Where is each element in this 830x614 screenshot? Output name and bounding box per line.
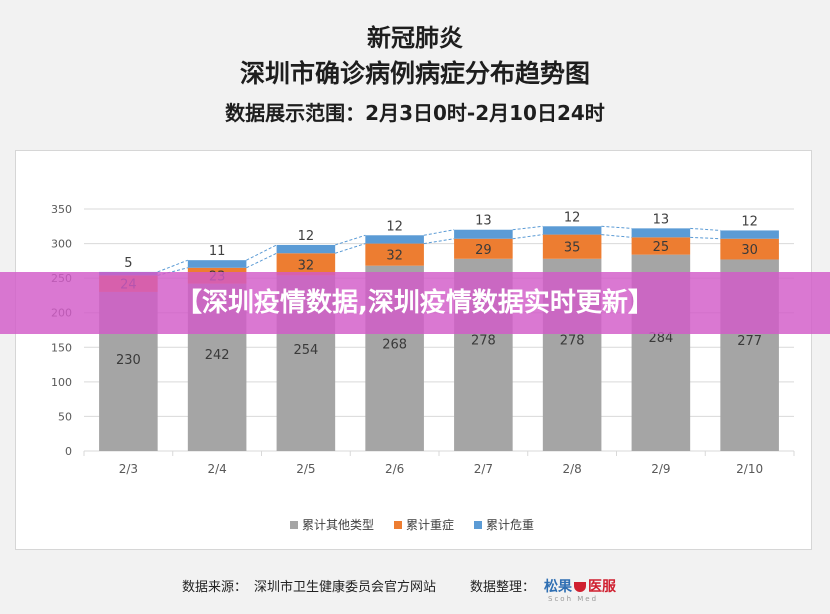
bar-segment-severe — [720, 238, 779, 260]
data-label-other: 278 — [471, 334, 496, 349]
bar-segment-severe — [365, 243, 424, 266]
connector-line-top — [335, 234, 366, 246]
bar-segment-critical — [187, 260, 247, 268]
x-tick-label: 2/5 — [296, 462, 315, 476]
data-label-severe: 35 — [564, 241, 581, 256]
data-label-other: 268 — [382, 338, 407, 353]
bar-segment-critical — [631, 228, 691, 238]
y-tick-label: 300 — [51, 238, 72, 251]
connector-line-top — [512, 225, 543, 231]
y-tick-label: 350 — [51, 203, 72, 216]
bar-segment-severe — [454, 238, 513, 259]
data-label-critical: 12 — [564, 210, 581, 225]
data-label-severe: 32 — [298, 258, 315, 273]
bar-segment-severe — [542, 234, 602, 259]
bar-segment-critical — [720, 230, 779, 239]
data-label-other: 278 — [560, 334, 585, 349]
data-label-other: 284 — [648, 331, 673, 346]
y-tick-label: 0 — [65, 445, 72, 458]
bar-segment-critical — [276, 244, 336, 254]
organizer-logo: 松果 医服 Scoh Med — [544, 576, 624, 603]
bar-segment-severe — [631, 237, 691, 255]
source-label: 数据来源： — [182, 580, 248, 595]
connector-line-mid — [690, 236, 721, 240]
legend-label: 累计重症 — [406, 517, 454, 532]
organizer-label: 数据整理： — [470, 580, 536, 595]
x-tick-label: 2/9 — [651, 462, 670, 476]
connector-line-mid — [601, 234, 632, 238]
chart-panel: 0501001502002503003502302452/324223112/4… — [15, 150, 812, 550]
data-label-critical: 12 — [386, 219, 403, 234]
date-range-subtitle: 数据展示范围：2月3日0时-2月10日24时 — [225, 101, 605, 125]
pot-icon — [574, 582, 586, 592]
x-tick-label: 2/6 — [385, 462, 404, 476]
logo-text-right: 医服 — [588, 579, 616, 595]
x-tick-label: 2/7 — [474, 462, 493, 476]
data-label-severe: 32 — [386, 249, 403, 264]
bar-segment-severe — [276, 253, 336, 276]
overlay-banner: 【深圳疫情数据,深圳疫情数据实时更新】 — [0, 272, 830, 334]
connector-line-mid — [335, 243, 366, 254]
data-label-critical: 13 — [475, 214, 492, 229]
data-label-critical: 13 — [653, 212, 670, 227]
logo-subtext: Scoh Med — [548, 595, 599, 603]
bar-segment-critical — [542, 226, 602, 235]
connector-line-mid — [246, 252, 277, 269]
connector-line-mid — [423, 238, 455, 245]
y-tick-label: 50 — [58, 410, 72, 423]
stacked-bar-chart: 0501001502002503003502302452/324223112/4… — [51, 203, 795, 532]
data-label-other: 254 — [293, 343, 318, 358]
x-tick-label: 2/8 — [562, 462, 581, 476]
connector-line-top — [246, 244, 277, 261]
x-tick-label: 2/10 — [736, 462, 763, 476]
data-label-other: 230 — [116, 353, 141, 368]
data-label-other: 277 — [737, 334, 762, 349]
source-value: 深圳市卫生健康委员会官方网站 — [254, 580, 437, 595]
chart-title-line1: 新冠肺炎 — [367, 24, 463, 52]
legend-swatch — [474, 521, 482, 529]
data-label-critical: 11 — [209, 244, 226, 259]
legend-label: 累计其他类型 — [302, 518, 374, 532]
data-label-critical: 12 — [298, 229, 315, 244]
connector-line-mid — [512, 234, 543, 240]
legend-swatch — [394, 521, 402, 529]
footer: 数据来源： 深圳市卫生健康委员会官方网站 数据整理： 松果 医服 Scoh Med — [0, 576, 830, 603]
data-label-severe: 25 — [653, 240, 670, 255]
banner-text: 【深圳疫情数据,深圳疫情数据实时更新】 — [176, 288, 654, 318]
data-label-critical: 12 — [741, 214, 758, 229]
chart-title-line2: 深圳市确诊病例病症分布趋势图 — [239, 59, 590, 88]
y-tick-label: 150 — [51, 341, 72, 354]
connector-line-top — [157, 259, 189, 273]
connector-line-top — [601, 225, 632, 229]
bar-segment-critical — [365, 235, 424, 244]
data-label-severe: 30 — [741, 243, 758, 258]
x-tick-label: 2/3 — [119, 462, 138, 476]
y-tick-label: 100 — [51, 376, 72, 389]
data-label-severe: 29 — [475, 243, 492, 258]
x-tick-label: 2/4 — [207, 462, 226, 476]
data-label-critical: 5 — [124, 256, 132, 271]
connector-line-top — [690, 227, 721, 231]
connector-line-top — [423, 229, 455, 236]
legend-swatch — [290, 521, 298, 529]
data-label-other: 242 — [205, 348, 230, 363]
bar-segment-critical — [454, 229, 513, 239]
legend-label: 累计危重 — [486, 518, 534, 532]
logo-text-left: 松果 — [544, 579, 572, 595]
